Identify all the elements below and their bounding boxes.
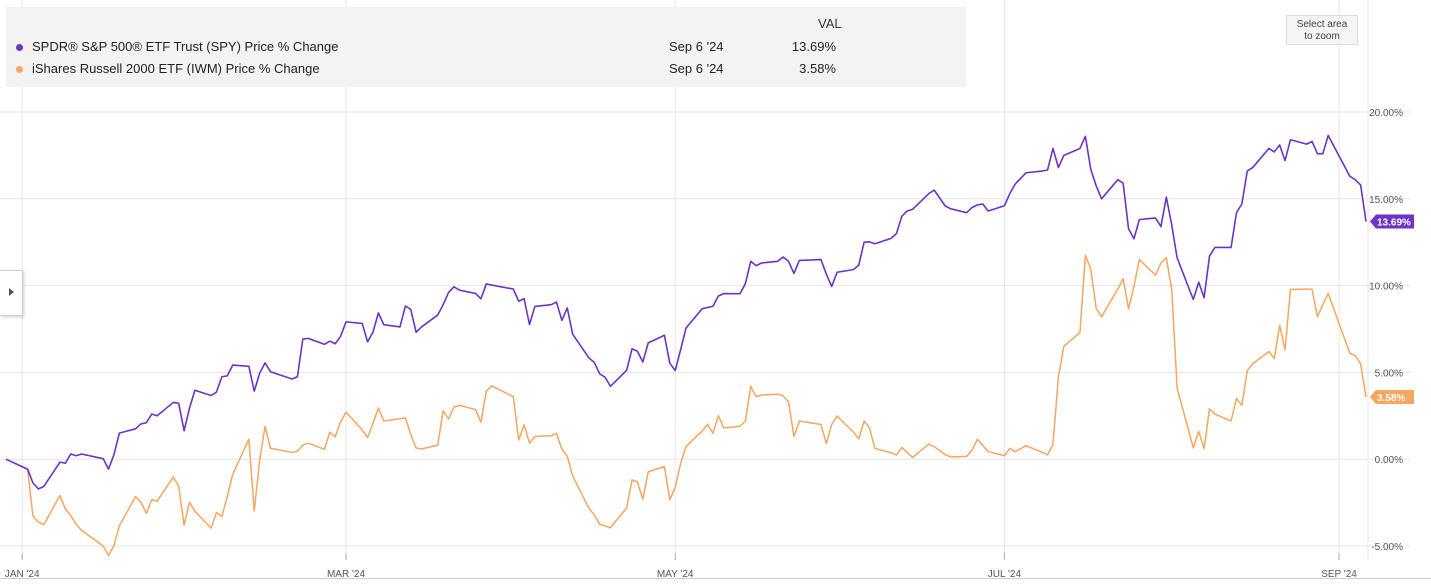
y-tick-label: 0.00% [1375,455,1403,466]
end-value-label: 13.69% [1377,218,1411,229]
legend-series-name: SPDR® S&P 500® ETF Trust (SPY) Price % C… [32,39,339,54]
legend-series-date: Sep 6 '24 [669,61,724,76]
legend-series-value: 13.69% [791,39,836,54]
legend-value-header: VAL [818,16,842,31]
x-tick-label: SEP '24 [1321,569,1357,580]
legend-row-spy[interactable]: SPDR® S&P 500® ETF Trust (SPY) Price % C… [16,39,956,59]
y-tick-label: 10.00% [1369,282,1403,293]
iwm-end-flag [1370,390,1414,405]
x-tick-label: MAR '24 [327,569,365,580]
x-tick-label: JUL '24 [988,569,1022,580]
select-area-zoom-button[interactable]: Select area to zoom [1286,15,1358,45]
zoom-button-line1: Select area [1296,19,1348,30]
spy-end-flag [1370,214,1414,229]
y-tick-label: 5.00% [1375,368,1403,379]
y-tick-label: 15.00% [1369,195,1403,206]
spy-series-line [5,134,1367,490]
y-tick-label: 20.00% [1369,108,1403,119]
x-tick-label: MAY '24 [657,569,694,580]
expand-panel-tab[interactable] [0,270,23,316]
spy-series-dot-icon [16,44,23,51]
legend-row-iwm[interactable]: iShares Russell 2000 ETF (IWM) Price % C… [16,61,956,81]
iwm-series-line [5,254,1367,557]
legend-panel: VAL SPDR® S&P 500® ETF Trust (SPY) Price… [6,7,966,87]
y-tick-label: -5.00% [1371,542,1403,553]
iwm-series-dot-icon [16,66,23,73]
legend-series-value: 3.58% [799,61,836,76]
x-tick-label: JAN '24 [5,569,40,580]
zoom-button-line2: to zoom [1304,31,1340,42]
legend-series-date: Sep 6 '24 [669,39,724,54]
legend-series-name: iShares Russell 2000 ETF (IWM) Price % C… [32,61,320,76]
bottom-divider [0,578,1431,579]
end-value-label: 3.58% [1377,393,1405,404]
chevron-right-icon [9,288,14,296]
